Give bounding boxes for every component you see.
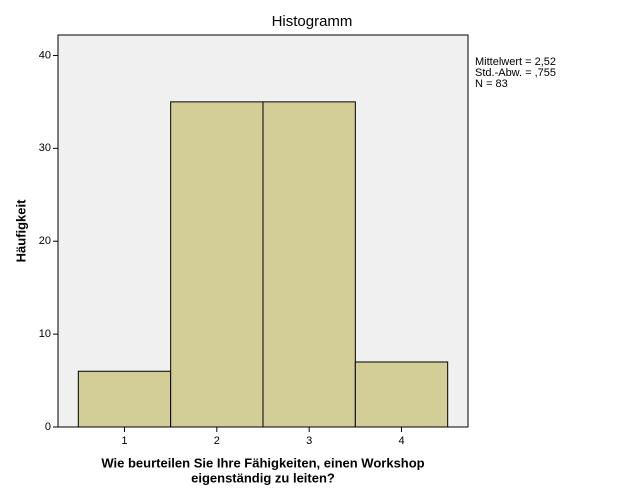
y-tick-label: 30: [39, 142, 51, 154]
chart-title: Histogramm: [272, 13, 353, 30]
bar: [77, 370, 172, 428]
y-axis-label: Häufigkeit: [13, 199, 28, 263]
x-axis-label: eigenständig zu leiten?: [191, 470, 335, 485]
bar: [354, 361, 449, 428]
y-tick-label: 40: [39, 49, 51, 61]
x-tick-label: 2: [214, 435, 220, 447]
x-tick-label: 4: [398, 435, 404, 447]
bar: [262, 101, 356, 428]
y-tick-label: 20: [39, 235, 51, 247]
stat-text: Mittelwert = 2,52: [475, 56, 556, 68]
bar: [170, 101, 264, 428]
stat-text: Std.-Abw. = ,755: [475, 67, 556, 79]
x-tick-label: 1: [121, 435, 127, 447]
y-tick-label: 0: [45, 421, 51, 433]
x-tick-label: 3: [306, 435, 312, 447]
stat-text: N = 83: [475, 78, 508, 90]
y-tick-label: 10: [39, 328, 51, 340]
x-axis-label: Wie beurteilen Sie Ihre Fähigkeiten, ein…: [101, 455, 424, 470]
